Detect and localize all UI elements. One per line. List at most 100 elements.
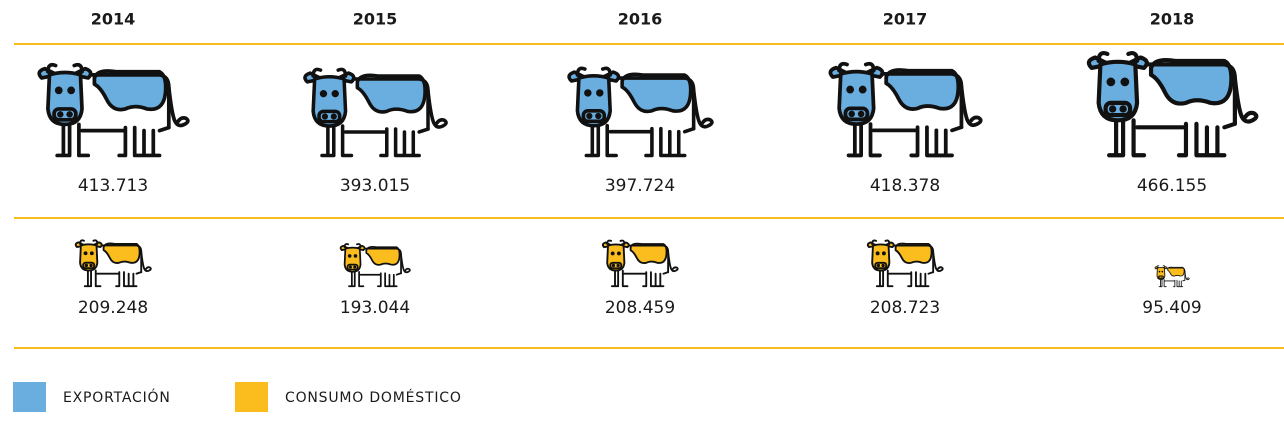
cow-part (1159, 276, 1161, 278)
legend-swatch (13, 382, 46, 412)
year-label: 2018 (1150, 10, 1195, 29)
cow-part (347, 254, 352, 258)
cow-part (876, 263, 881, 268)
cow-icon (303, 67, 448, 158)
value-label: 418.378 (870, 176, 940, 196)
cow-part (89, 263, 93, 268)
cow-part (348, 270, 402, 288)
value-label: 95.409 (1142, 298, 1201, 318)
cow-part (846, 122, 964, 158)
cow-part (932, 250, 944, 273)
cow-part (365, 245, 401, 266)
value-label: 466.155 (1137, 176, 1207, 196)
value-label: 413.713 (78, 176, 148, 196)
cow-part (1158, 279, 1186, 288)
cow-part (353, 265, 357, 269)
cow-part (857, 110, 865, 118)
cow-part (1184, 270, 1190, 281)
cow-part (1161, 270, 1164, 273)
cow-part (89, 251, 94, 256)
cow-part (691, 88, 714, 129)
value-label: 193.044 (340, 298, 410, 318)
cow-part (837, 61, 876, 73)
cow-part (426, 88, 448, 129)
cow-part (319, 90, 328, 98)
cow-part (846, 85, 855, 94)
legend-label: CONSUMO DOMÉSTICO (285, 389, 462, 406)
cow-icon (567, 66, 714, 158)
cow-icon (866, 239, 944, 288)
year-label: 2017 (883, 10, 928, 29)
cow-part (881, 263, 885, 268)
cow-part (610, 269, 670, 288)
cow-part (616, 263, 620, 268)
cow-part (353, 254, 358, 258)
cow-part (959, 84, 983, 127)
cow-part (355, 73, 427, 114)
cow-part (102, 242, 141, 264)
cow-part (66, 111, 73, 118)
cow-part (1158, 270, 1161, 273)
cow-part (1106, 77, 1116, 87)
cow-part (320, 124, 430, 158)
cow-part (575, 66, 612, 77)
cow-part (321, 113, 329, 120)
cow-part (596, 89, 604, 97)
cow-part (858, 85, 867, 94)
cow-part (1156, 265, 1166, 268)
cow-icon (37, 62, 190, 158)
cow-part (140, 250, 152, 272)
value-label: 208.459 (605, 298, 675, 318)
cow-part (848, 110, 855, 118)
cow-part (311, 67, 348, 78)
year-label: 2014 (91, 10, 136, 29)
cow-icon (74, 239, 152, 288)
legend-label: EXPORTACIÓN (63, 388, 171, 406)
cow-part (1108, 105, 1117, 113)
value-label: 209.248 (78, 298, 148, 318)
cow-part (606, 239, 626, 245)
cow-part (610, 251, 615, 256)
cow-part (46, 62, 84, 74)
value-label: 208.723 (870, 298, 940, 318)
cow-part (881, 251, 886, 256)
value-label: 393.015 (340, 176, 410, 196)
cow-part (67, 86, 76, 95)
cow-part (871, 239, 891, 245)
cow-part (667, 250, 679, 273)
cow-part (92, 69, 168, 112)
cow-part (348, 265, 352, 269)
cow-part (1148, 57, 1234, 106)
cow-icon (1154, 265, 1190, 288)
cow-part (84, 263, 88, 268)
cow-icon (828, 61, 983, 158)
cow-part (83, 251, 88, 256)
cow-part (584, 89, 592, 97)
cow-part (1167, 266, 1185, 277)
cow-part (330, 113, 337, 120)
cow-part (616, 251, 621, 256)
cow-part (1096, 51, 1140, 64)
cow-part (894, 242, 933, 264)
cow-part (331, 90, 339, 98)
legend-swatch (235, 382, 268, 412)
cow-part (166, 85, 190, 128)
cow-icon (601, 239, 679, 288)
cow-part (586, 112, 593, 120)
cow-part (1161, 276, 1163, 278)
cow-part (875, 269, 935, 288)
cow-part (1232, 76, 1259, 124)
cow-part (1120, 77, 1130, 87)
year-label: 2016 (618, 10, 663, 29)
cow-part (595, 112, 602, 120)
year-label: 2015 (353, 10, 398, 29)
cow-part (54, 86, 63, 95)
cow-part (343, 243, 362, 249)
cow-icon (339, 243, 411, 288)
cow-part (55, 122, 171, 158)
cow-part (1107, 118, 1237, 158)
cow-part (57, 111, 64, 118)
cow-part (400, 253, 411, 274)
cow-part (629, 242, 668, 265)
cow-part (79, 239, 99, 245)
